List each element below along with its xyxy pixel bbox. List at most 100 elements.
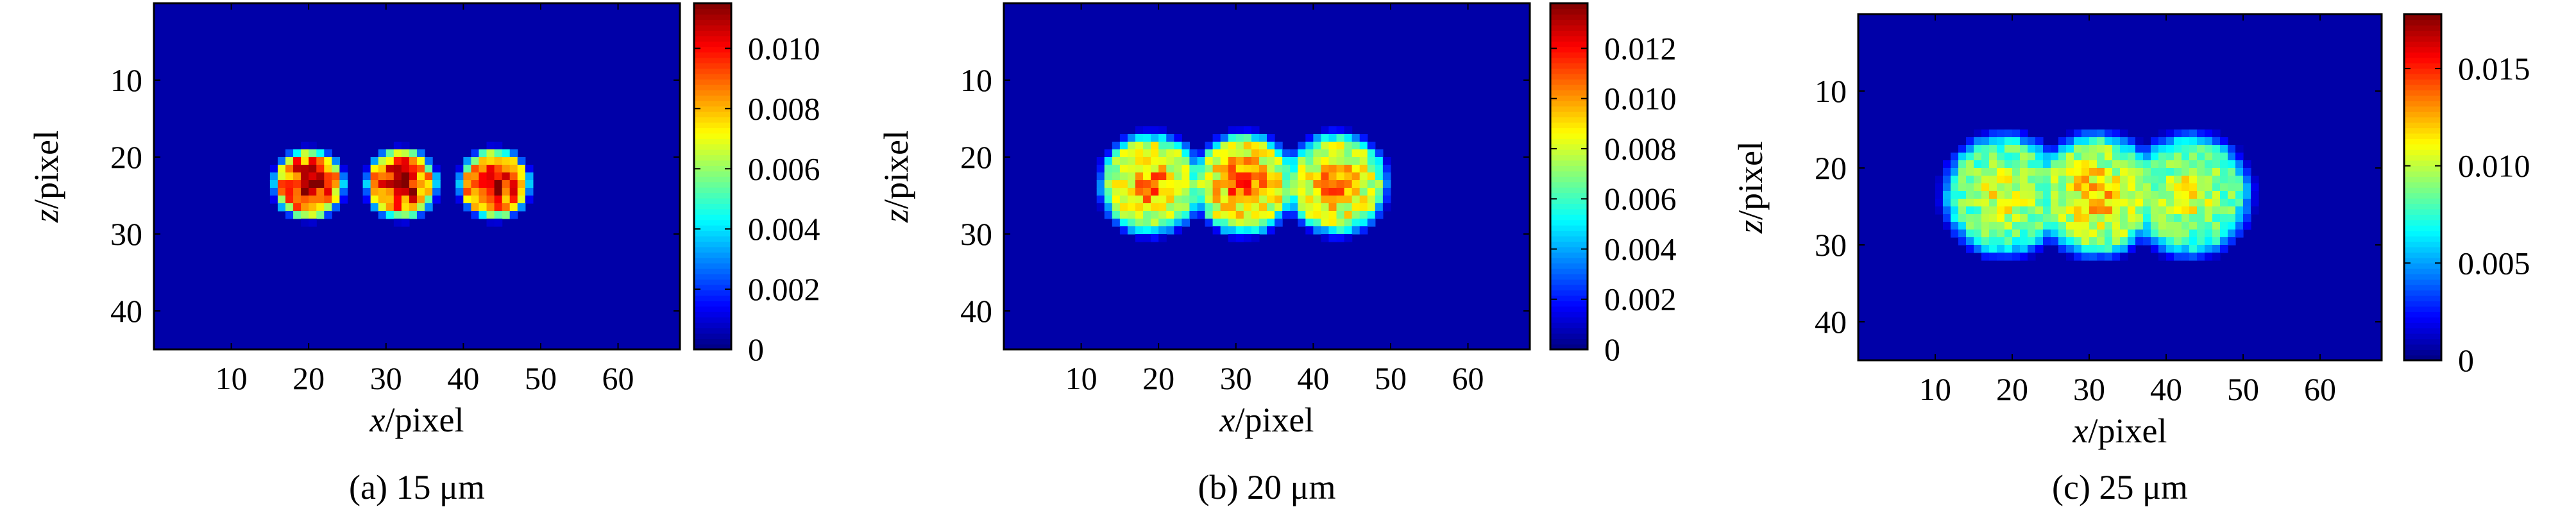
heatmap-cell — [486, 196, 495, 204]
heatmap-cell — [409, 149, 418, 158]
heatmap-cell — [1328, 219, 1337, 227]
heatmap-cells — [269, 142, 534, 227]
heatmap-cell — [1151, 226, 1159, 235]
heatmap-cell — [2135, 153, 2144, 161]
colorbar-band — [694, 257, 731, 263]
heatmap-cell — [309, 219, 317, 227]
heatmap-cell — [1382, 172, 1391, 181]
colorbar-tick-label: 0.010 — [2458, 148, 2530, 184]
colorbar-band — [1550, 138, 1588, 145]
colorbar-band — [2404, 203, 2441, 210]
heatmap-cell — [1151, 126, 1159, 135]
heatmap-cell — [1989, 176, 1997, 184]
heatmap-cell — [1235, 142, 1244, 150]
heatmap-cell — [1336, 165, 1345, 173]
heatmap-cell — [1135, 203, 1144, 212]
heatmap-cell — [2212, 137, 2221, 146]
heatmap-cell — [1943, 222, 1951, 230]
colorbar-tick-label: 0.006 — [748, 151, 820, 187]
heatmap-cell — [1313, 142, 1322, 150]
heatmap-cell — [1958, 230, 1967, 238]
heatmap-cell — [2004, 222, 2013, 230]
heatmap-cell — [293, 149, 301, 158]
heatmap-cell — [2105, 206, 2113, 215]
colorbar-band — [1550, 13, 1588, 21]
heatmap-cell — [1352, 188, 1360, 196]
heatmap-cell — [2112, 137, 2121, 146]
heatmap-cell — [2243, 160, 2251, 169]
colorbar-band — [694, 338, 731, 345]
heatmap-cell — [1258, 219, 1267, 227]
heatmap-cell — [2220, 230, 2228, 238]
heatmap-cell — [1359, 219, 1368, 227]
heatmap-cell — [1166, 188, 1174, 196]
heatmap-cell — [1251, 172, 1260, 181]
heatmap-cell — [1344, 211, 1353, 219]
heatmap-cell — [2197, 253, 2205, 261]
heatmap-cell — [1974, 230, 1982, 238]
heatmap-cell — [1974, 237, 1982, 246]
heatmap-cell — [2135, 222, 2144, 230]
heatmap-cell — [432, 188, 441, 196]
heatmap-cell — [1321, 149, 1330, 158]
y-axis-label-unit: /pixel — [1731, 141, 1770, 220]
heatmap-cell — [2220, 168, 2228, 176]
heatmap-cell — [1235, 211, 1244, 219]
heatmap-cell — [1119, 157, 1128, 165]
heatmap-cell — [285, 149, 294, 158]
heatmap-cell — [1359, 172, 1368, 181]
heatmap-cell — [1997, 183, 2005, 192]
heatmap-cell — [1220, 134, 1229, 142]
heatmap-cell — [2066, 253, 2074, 261]
heatmap-cell — [2158, 160, 2167, 169]
heatmap-cell — [1966, 191, 1974, 199]
colorbar-band — [2404, 263, 2441, 269]
heatmap-cell — [1328, 226, 1337, 235]
heatmap-cell — [509, 188, 518, 196]
colorbar-band — [2404, 106, 2441, 112]
heatmap-cell — [1127, 172, 1136, 181]
heatmap-cell — [471, 196, 480, 204]
heatmap-cell — [1321, 226, 1330, 235]
heatmap-cell — [2220, 176, 2228, 184]
heatmap-cell — [1290, 165, 1298, 173]
heatmap-cell — [1328, 157, 1337, 165]
heatmap-cell — [1336, 219, 1345, 227]
heatmap-cell — [2089, 145, 2097, 153]
heatmap-cell — [2097, 145, 2105, 153]
colorbar-band — [694, 117, 731, 123]
heatmap-cell — [2189, 245, 2198, 253]
heatmap-cell — [2081, 176, 2090, 184]
heatmap-cell — [2043, 168, 2051, 176]
heatmap-cell — [2020, 206, 2028, 215]
heatmap-cell — [2020, 253, 2028, 261]
heatmap-cell — [393, 219, 402, 227]
x-tick-label: 50 — [525, 360, 557, 396]
heatmap-cell — [1352, 157, 1360, 165]
colorbar-band — [2404, 322, 2441, 329]
heatmap-cell — [1352, 203, 1360, 212]
colorbar-band — [1550, 111, 1588, 117]
heatmap-cell — [1321, 188, 1330, 196]
heatmap-cell — [1943, 160, 1951, 169]
heatmap-cell — [1328, 126, 1337, 135]
heatmap-cell — [1158, 219, 1167, 227]
heatmap-cell — [425, 165, 433, 173]
heatmap-cell — [2151, 168, 2159, 176]
heatmap-cell — [2081, 168, 2090, 176]
heatmap-cell — [277, 172, 286, 181]
heatmap-cell — [1275, 142, 1283, 150]
heatmap-cell — [269, 180, 278, 188]
heatmap-cell — [486, 219, 495, 227]
heatmap-cell — [370, 172, 379, 181]
heatmap-cell — [1119, 196, 1128, 204]
colorbar-band — [2404, 312, 2441, 318]
heatmap-cell — [1174, 172, 1182, 181]
colorbar-band — [2404, 328, 2441, 334]
heatmap-cell — [2166, 199, 2174, 207]
heatmap-cell — [2205, 183, 2213, 192]
heatmap-cell — [1197, 172, 1206, 181]
colorbar-band — [694, 62, 731, 69]
heatmap-cell — [2004, 145, 2013, 153]
heatmap-cell — [1974, 214, 1982, 222]
